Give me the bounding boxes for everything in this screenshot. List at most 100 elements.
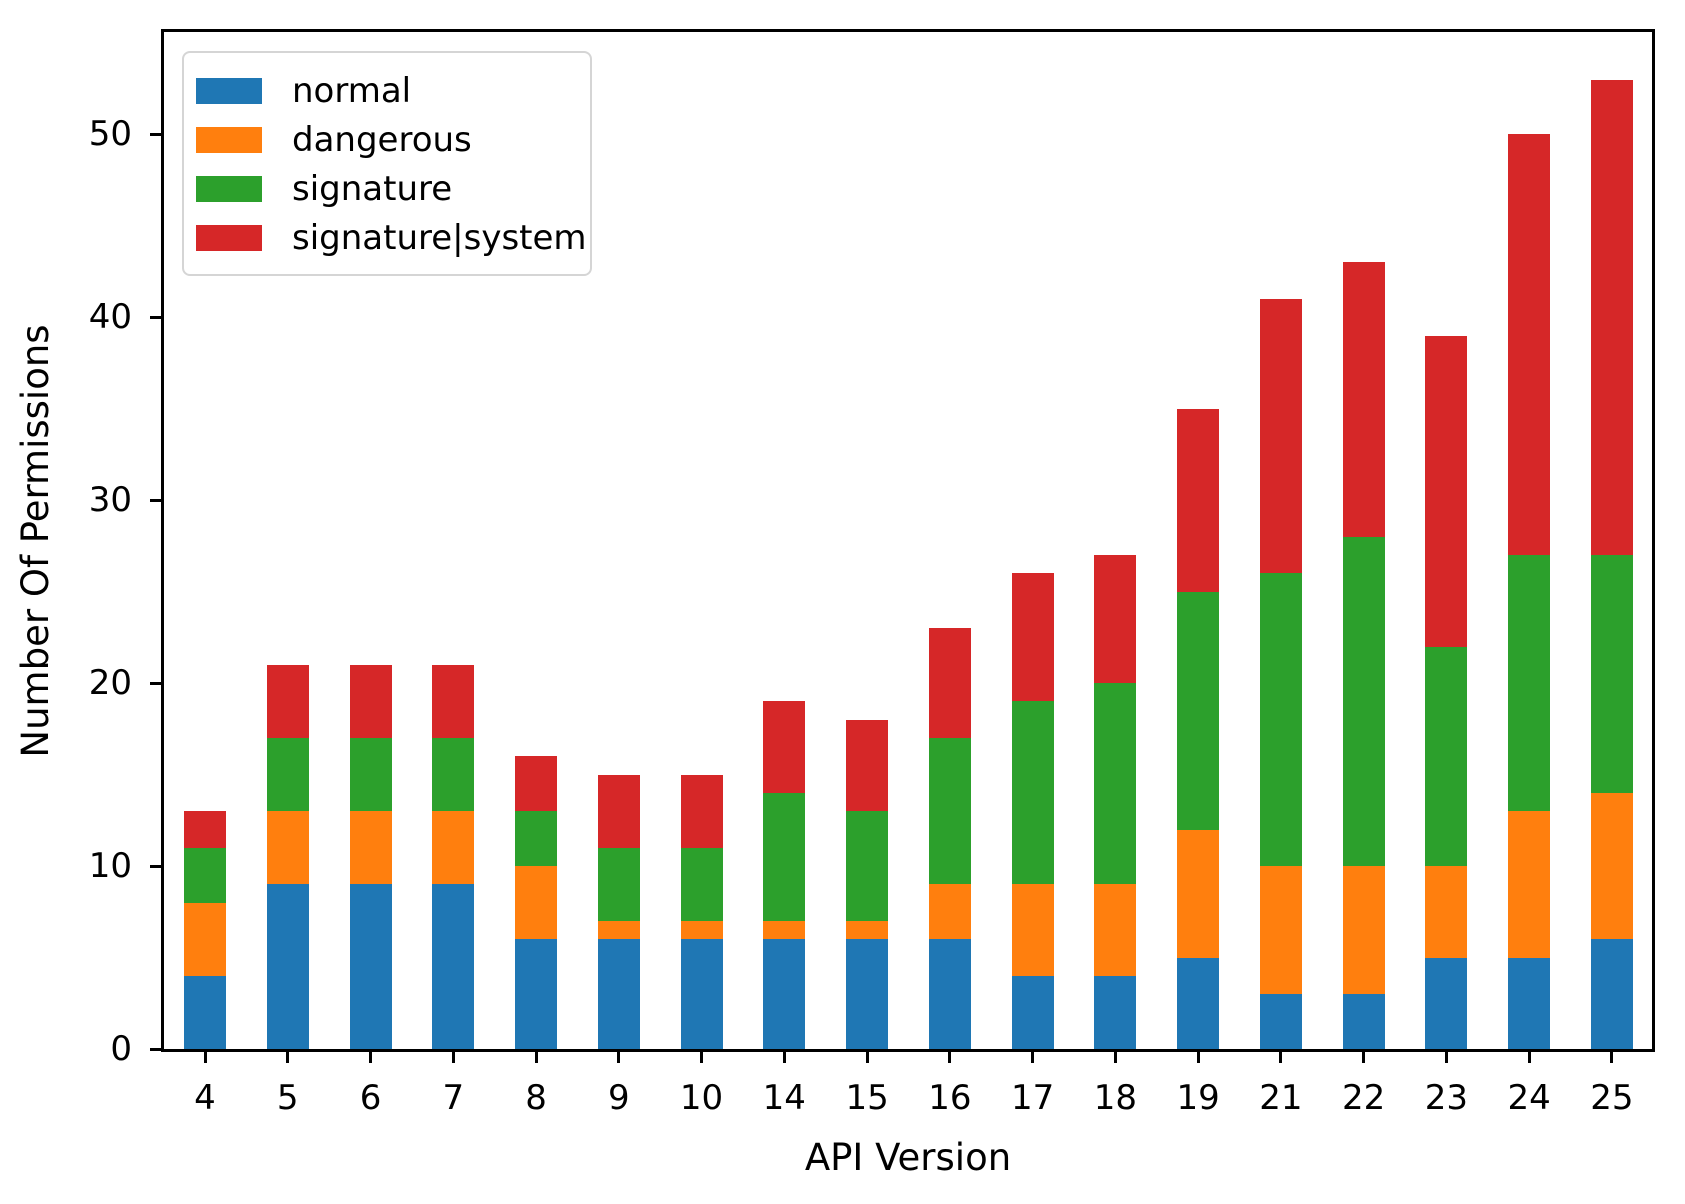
x-tick-mark	[1031, 1049, 1035, 1063]
bar-segment-14-normal	[763, 939, 806, 1049]
bar-segment-8-signature	[515, 811, 558, 867]
x-tick-label: 4	[194, 1078, 216, 1118]
x-tick-label: 14	[762, 1078, 806, 1118]
x-tick-label: 23	[1424, 1078, 1469, 1118]
x-tick-mark	[369, 1049, 373, 1063]
bar-segment-10-normal	[680, 939, 723, 1049]
bar-segment-19-signature	[1177, 591, 1220, 830]
bar-segment-7-normal	[432, 884, 475, 1049]
y-tick-mark	[150, 864, 164, 868]
legend-item-signature|system: signature|system	[196, 213, 590, 262]
bar-segment-19-normal	[1177, 957, 1220, 1049]
bar-segment-21-dangerous	[1259, 866, 1302, 995]
y-tick-label: 10	[88, 846, 132, 887]
bar-segment-15-normal	[846, 939, 889, 1049]
bar-segment-24-signature|system	[1508, 134, 1551, 556]
bar-segment-4-signature	[184, 847, 226, 903]
bar-segment-9-signature	[597, 847, 640, 921]
y-tick-label: 50	[88, 114, 132, 155]
x-tick-mark	[948, 1049, 952, 1063]
legend-item-label: signature|system	[292, 217, 587, 258]
y-tick-mark	[150, 681, 164, 685]
bar-segment-15-signature|system	[846, 719, 889, 812]
bar-segment-17-signature|system	[1011, 573, 1054, 702]
bar-segment-5-normal	[266, 884, 309, 1049]
y-tick-label: 20	[88, 663, 132, 704]
x-tick-mark	[1444, 1049, 1448, 1063]
x-tick-mark	[865, 1049, 869, 1063]
bar-segment-17-signature	[1011, 701, 1054, 885]
bar-segment-25-dangerous	[1590, 792, 1633, 940]
x-tick-mark	[1610, 1049, 1614, 1063]
bar-segment-18-normal	[1094, 975, 1137, 1049]
x-tick-label: 9	[607, 1078, 630, 1118]
bar-segment-23-normal	[1425, 957, 1468, 1049]
y-tick-mark	[150, 132, 164, 136]
x-tick-mark	[700, 1049, 704, 1063]
legend-swatch-icon	[196, 126, 262, 153]
bar-segment-7-signature	[432, 738, 475, 812]
x-tick-mark	[1196, 1049, 1200, 1063]
bar-segment-22-signature|system	[1342, 262, 1385, 537]
legend-swatch-icon	[196, 224, 262, 251]
y-tick-label: 30	[88, 480, 132, 521]
bar-segment-23-dangerous	[1425, 866, 1468, 958]
bar-segment-21-normal	[1259, 994, 1302, 1049]
bar-segment-5-dangerous	[266, 811, 309, 885]
x-tick-label: 25	[1590, 1078, 1634, 1118]
bar-segment-21-signature	[1259, 573, 1302, 867]
x-tick-label: 6	[359, 1078, 382, 1118]
x-tick-mark	[1279, 1049, 1283, 1063]
bar-segment-9-signature|system	[597, 774, 640, 848]
x-tick-mark	[534, 1049, 538, 1063]
x-tick-label: 15	[845, 1078, 889, 1118]
legend-swatch-icon	[196, 77, 262, 104]
x-tick-mark	[286, 1049, 290, 1063]
bar-segment-25-signature	[1590, 555, 1633, 793]
bar-segment-25-signature|system	[1590, 79, 1633, 556]
bar-segment-22-normal	[1342, 994, 1385, 1049]
bar-segment-7-signature|system	[432, 664, 475, 739]
bar-segment-6-dangerous	[349, 811, 392, 885]
x-tick-mark	[451, 1049, 455, 1063]
x-axis-title: API Version	[804, 1136, 1012, 1179]
bar-segment-10-signature|system	[680, 774, 723, 848]
bar-segment-5-signature|system	[266, 664, 309, 739]
x-tick-mark	[203, 1049, 207, 1063]
y-tick-label: 40	[88, 297, 132, 338]
bar-segment-16-signature|system	[928, 628, 971, 739]
bar-segment-17-normal	[1011, 975, 1054, 1049]
bar-segment-23-signature|system	[1425, 335, 1468, 647]
legend-item-normal: normal	[196, 66, 590, 115]
x-tick-mark	[1362, 1049, 1366, 1063]
y-tick-label: 0	[110, 1029, 132, 1069]
bar-segment-23-signature	[1425, 646, 1468, 867]
bar-segment-16-dangerous	[928, 884, 971, 940]
bar-segment-10-dangerous	[680, 920, 723, 940]
x-tick-label: 16	[928, 1078, 972, 1118]
legend: normal dangerous signature signature|system	[182, 51, 592, 276]
bar-segment-19-dangerous	[1177, 829, 1220, 958]
x-tick-mark	[1527, 1049, 1531, 1063]
bar-segment-8-signature|system	[515, 756, 558, 812]
plot-area: normal dangerous signature signature|system	[161, 29, 1655, 1052]
bar-segment-8-normal	[515, 939, 558, 1049]
bar-segment-21-signature|system	[1259, 299, 1302, 574]
bar-segment-14-signature|system	[763, 701, 806, 793]
bar-segment-6-signature|system	[349, 664, 392, 739]
legend-item-dangerous: dangerous	[196, 115, 590, 164]
bar-segment-6-signature	[349, 738, 392, 812]
x-tick-label: 10	[679, 1078, 724, 1118]
bar-segment-8-dangerous	[515, 866, 558, 940]
bar-segment-18-signature	[1094, 683, 1137, 885]
legend-item-label: dangerous	[292, 119, 472, 160]
bar-segment-4-dangerous	[184, 902, 226, 976]
bar-segment-22-signature	[1342, 536, 1385, 867]
legend-swatch-icon	[196, 175, 262, 202]
bar-segment-16-signature	[928, 738, 971, 885]
y-tick-mark	[150, 315, 164, 319]
x-tick-mark	[617, 1049, 621, 1063]
bar-segment-25-normal	[1590, 939, 1633, 1049]
bar-segment-15-signature	[846, 811, 889, 921]
bar-segment-24-normal	[1508, 957, 1551, 1049]
